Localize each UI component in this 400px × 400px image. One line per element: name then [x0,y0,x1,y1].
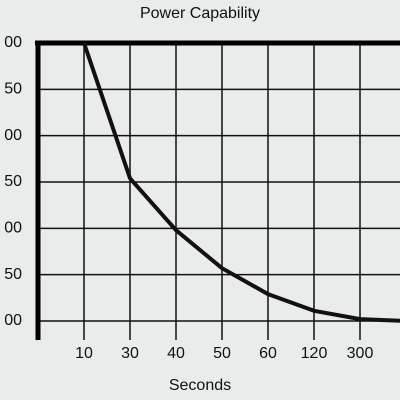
y-tick-label: 00 [4,220,22,237]
x-tick-label: 40 [167,345,185,362]
x-axis-label: Seconds [169,377,231,394]
x-tick-label: 50 [213,345,231,362]
x-tick-label: 10 [75,345,93,362]
y-tick-label: 50 [4,266,22,283]
x-tick-label: 120 [301,345,328,362]
x-tick-label: 60 [259,345,277,362]
power-curve [82,42,400,323]
y-tick-label: 00 [4,34,22,51]
chart-title: Power Capability [140,5,260,22]
x-tick-label: 300 [347,345,374,362]
y-tick-label: 00 [4,127,22,144]
y-tick-label: 00 [4,312,22,329]
y-tick-label: 50 [4,81,22,98]
x-tick-label: 30 [121,345,139,362]
y-tick-label: 50 [4,173,22,190]
